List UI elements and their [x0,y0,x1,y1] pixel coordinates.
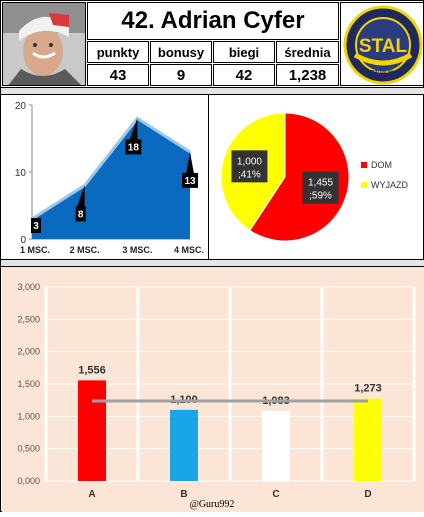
bar-chart: 0,000 0,500 1,000 1,500 2,000 2,500 3,000 1,556… [2,267,424,512]
legend-swatch [361,182,367,188]
legend-swatch [361,162,367,168]
bar-chart-panel: 0,000 0,500 1,000 1,500 2,000 2,500 3,000 1,556… [2,267,424,512]
bar-value-label: 1,556 [78,364,106,376]
bar-value-label: 1,273 [354,383,382,395]
legend-label: DOM [371,160,392,170]
x-tick-label: 2 MSC. [70,245,100,255]
data-label: 8 [78,209,84,220]
bar-d [354,399,382,481]
y-tick-label: 1,500 [17,379,40,389]
player-title: 42. Adrian Cyfer [87,2,339,40]
author-credit: @Guru992 [1,499,423,510]
stat-label-punkty: punkty [87,41,149,63]
separator-band [1,87,424,95]
y-tick-label: 10 [15,168,27,179]
pie-data-label-value: 1,455 [308,178,333,189]
y-tick-label: 0,500 [17,444,40,454]
x-tick-label: 4 MSC. [174,245,204,255]
bar-a [78,380,106,481]
data-label: 13 [184,176,196,187]
bar-b [170,410,198,481]
stat-label-biegi: biegi [213,41,275,63]
stat-value-punkty: 43 [87,64,149,86]
stat-value-biegi: 42 [213,64,275,86]
x-tick-label: 3 MSC. [122,245,152,255]
data-label: 18 [128,142,140,153]
club-logo-emblem: STAL GORZÓW WLKP. [341,3,424,87]
logo-ring-text: GORZÓW WLKP. [363,68,404,76]
y-tick-label: 2,500 [17,314,40,324]
logo-main-text: STAL [359,36,408,57]
bar-c [262,411,290,481]
player-photo [2,2,86,86]
legend-label: WYJAZD [371,180,408,190]
pie-data-label-value: 1,000 [237,156,262,167]
y-tick-label: 3,000 [17,282,40,292]
club-logo: STAL GORZÓW WLKP. [340,2,424,86]
x-tick-label: 1 MSC. [20,245,50,255]
data-label: 3 [33,221,39,232]
stat-label-bonusy: bonusy [150,41,212,63]
pie-data-label-percent: ;41% [238,169,261,180]
y-tick-label: 2,000 [17,347,40,357]
y-tick-label: 1,000 [17,411,40,421]
player-photo-image [3,3,86,86]
pie-chart-panel: 1,455 ;59% 1,000 ;41% DOM WYJAZD [209,95,424,259]
pie-chart: 1,455 ;59% 1,000 ;41% DOM WYJAZD [209,95,424,259]
stat-label-srednia: średnia [276,41,339,63]
y-tick-label: 0,000 [17,476,40,486]
separator-band [1,259,424,267]
pie-data-label-percent: ;59% [309,191,332,202]
stat-value-srednia: 1,238 [276,64,339,86]
y-tick-label: 20 [15,101,27,112]
stat-value-bonusy: 9 [150,64,212,86]
